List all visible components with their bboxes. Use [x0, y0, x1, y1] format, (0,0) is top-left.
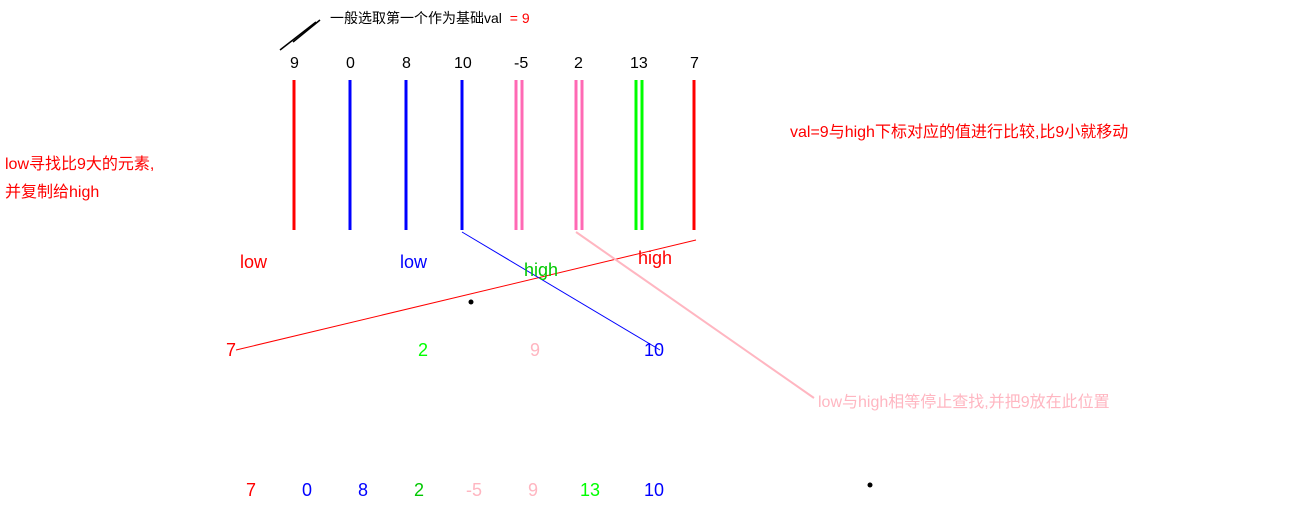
array-value: -5 — [514, 55, 528, 73]
right-note: val=9与high下标对应的值进行比较,比9小就移动 — [790, 118, 1128, 142]
final-array-value: 2 — [414, 480, 424, 501]
array-value: 10 — [454, 55, 472, 73]
array-value: 9 — [290, 55, 299, 73]
annotation-top-text: 一般选取第一个作为基础val — [330, 10, 502, 26]
annotation-top: 一般选取第一个作为基础val = 9 — [330, 8, 530, 28]
left-note-line1: low寻找比9大的元素, — [5, 150, 154, 174]
swap-value: 2 — [418, 340, 428, 361]
swap-value: 9 — [530, 340, 540, 361]
final-array-value: 7 — [246, 480, 256, 501]
array-value: 13 — [630, 55, 648, 73]
swap-value: 7 — [226, 340, 236, 361]
final-array-value: 10 — [644, 480, 664, 501]
final-array-value: 13 — [580, 480, 600, 501]
array-value: 8 — [402, 55, 411, 73]
final-array-value: 9 — [528, 480, 538, 501]
final-array-value: -5 — [466, 480, 482, 501]
pointer-label: high — [638, 248, 672, 269]
left-note-line2: 并复制给high — [5, 178, 99, 202]
pointer-label: high — [524, 260, 558, 281]
array-value: 7 — [690, 55, 699, 73]
final-array-value: 0 — [302, 480, 312, 501]
pointer-label: low — [240, 252, 267, 273]
swap-value: 10 — [644, 340, 664, 361]
final-array-value: 8 — [358, 480, 368, 501]
pink-note: low与high相等停止查找,并把9放在此位置 — [818, 388, 1110, 412]
diagram-canvas: 一般选取第一个作为基础val = 9 9 0 8 10 -5 2 13 7 low寻找比9大的… — [0, 0, 1289, 509]
array-value: 0 — [346, 55, 355, 73]
pointer-label: low — [400, 252, 427, 273]
annotation-top-suffix: = 9 — [510, 10, 530, 26]
array-value: 2 — [574, 55, 583, 73]
